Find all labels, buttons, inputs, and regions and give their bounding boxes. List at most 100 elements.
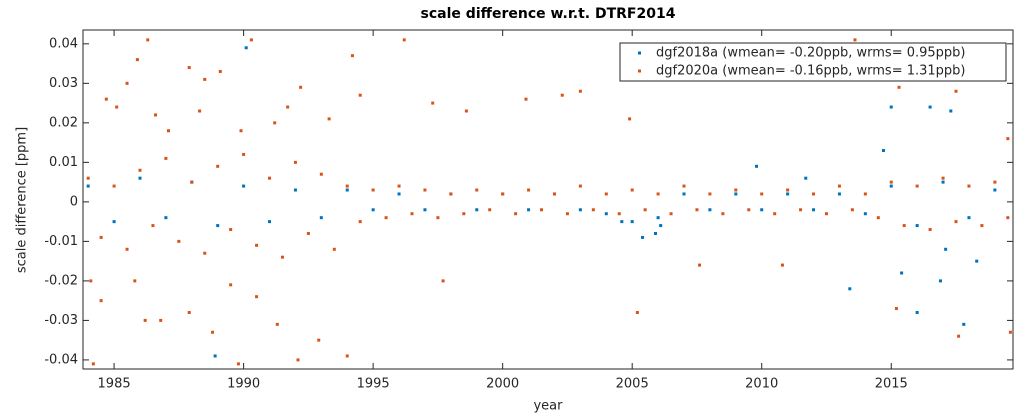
point	[848, 287, 852, 291]
point	[384, 216, 388, 220]
point	[299, 85, 303, 89]
point	[954, 89, 958, 93]
point	[773, 212, 777, 216]
point	[853, 38, 857, 42]
point	[317, 338, 321, 342]
point	[643, 208, 647, 212]
x-tick-label: 2015	[875, 377, 908, 392]
point	[682, 184, 686, 188]
point	[630, 188, 634, 192]
point	[527, 188, 531, 192]
point	[915, 224, 919, 228]
point	[900, 271, 904, 275]
point	[669, 212, 673, 216]
point	[475, 208, 479, 212]
point	[630, 220, 634, 224]
point	[560, 93, 564, 97]
point	[889, 105, 893, 109]
point	[211, 330, 215, 334]
y-tick-label: -0.04	[44, 352, 78, 367]
point	[889, 180, 893, 184]
y-tick-label: -0.02	[44, 273, 78, 288]
point	[540, 208, 544, 212]
point	[358, 220, 362, 224]
point	[721, 212, 725, 216]
point	[641, 235, 645, 239]
point	[975, 259, 979, 263]
legend-label: dgf2020a (wmean= -0.16ppb, wrms= 1.31ppb…	[656, 64, 966, 79]
point	[915, 184, 919, 188]
point	[268, 176, 272, 180]
point	[91, 362, 95, 366]
point	[799, 208, 803, 212]
point	[734, 192, 738, 196]
point	[275, 322, 279, 326]
point	[780, 263, 784, 267]
point	[187, 311, 191, 314]
point	[86, 184, 90, 188]
point	[501, 192, 505, 196]
point	[944, 247, 948, 251]
point	[332, 247, 336, 251]
point	[133, 279, 137, 283]
y-tick-label: 0.03	[49, 76, 78, 91]
point	[397, 184, 401, 188]
y-tick-label: 0.01	[49, 155, 78, 170]
point	[786, 192, 790, 196]
point	[760, 208, 764, 212]
point	[993, 180, 997, 184]
point	[371, 208, 375, 212]
point	[708, 192, 712, 196]
point	[99, 235, 103, 239]
point	[954, 220, 958, 224]
x-axis-label: year	[533, 399, 563, 414]
point	[928, 105, 932, 109]
legend-box	[619, 42, 1007, 82]
point	[1008, 330, 1012, 334]
point	[659, 224, 663, 228]
point	[1006, 216, 1010, 220]
point	[441, 279, 445, 283]
legend-marker	[638, 51, 641, 55]
point	[146, 38, 150, 42]
point	[244, 46, 248, 50]
point	[319, 216, 323, 220]
point	[436, 216, 440, 220]
point	[164, 216, 168, 220]
point	[268, 220, 272, 224]
y-axis-label: scale difference [ppm]	[15, 127, 30, 273]
point	[423, 208, 427, 212]
point	[837, 192, 841, 196]
point	[293, 160, 297, 164]
point	[203, 251, 207, 255]
point	[249, 38, 253, 42]
point	[138, 176, 142, 180]
point	[166, 129, 170, 133]
point	[112, 184, 116, 188]
point	[804, 176, 808, 180]
point	[604, 212, 608, 216]
point	[695, 208, 699, 212]
point	[747, 208, 751, 212]
point	[755, 164, 759, 168]
point	[213, 354, 217, 358]
point	[527, 208, 531, 212]
point	[99, 299, 103, 303]
point	[345, 354, 349, 358]
point	[938, 279, 942, 283]
point	[591, 208, 595, 212]
point	[296, 358, 300, 362]
point	[889, 184, 893, 188]
point	[138, 168, 142, 172]
point	[449, 192, 453, 196]
point	[635, 311, 639, 314]
point	[89, 279, 93, 283]
point	[187, 66, 191, 70]
point	[962, 322, 966, 326]
point	[125, 247, 129, 251]
point	[218, 69, 222, 73]
point	[876, 216, 880, 220]
point	[881, 149, 885, 153]
point	[306, 231, 310, 235]
point	[837, 184, 841, 188]
